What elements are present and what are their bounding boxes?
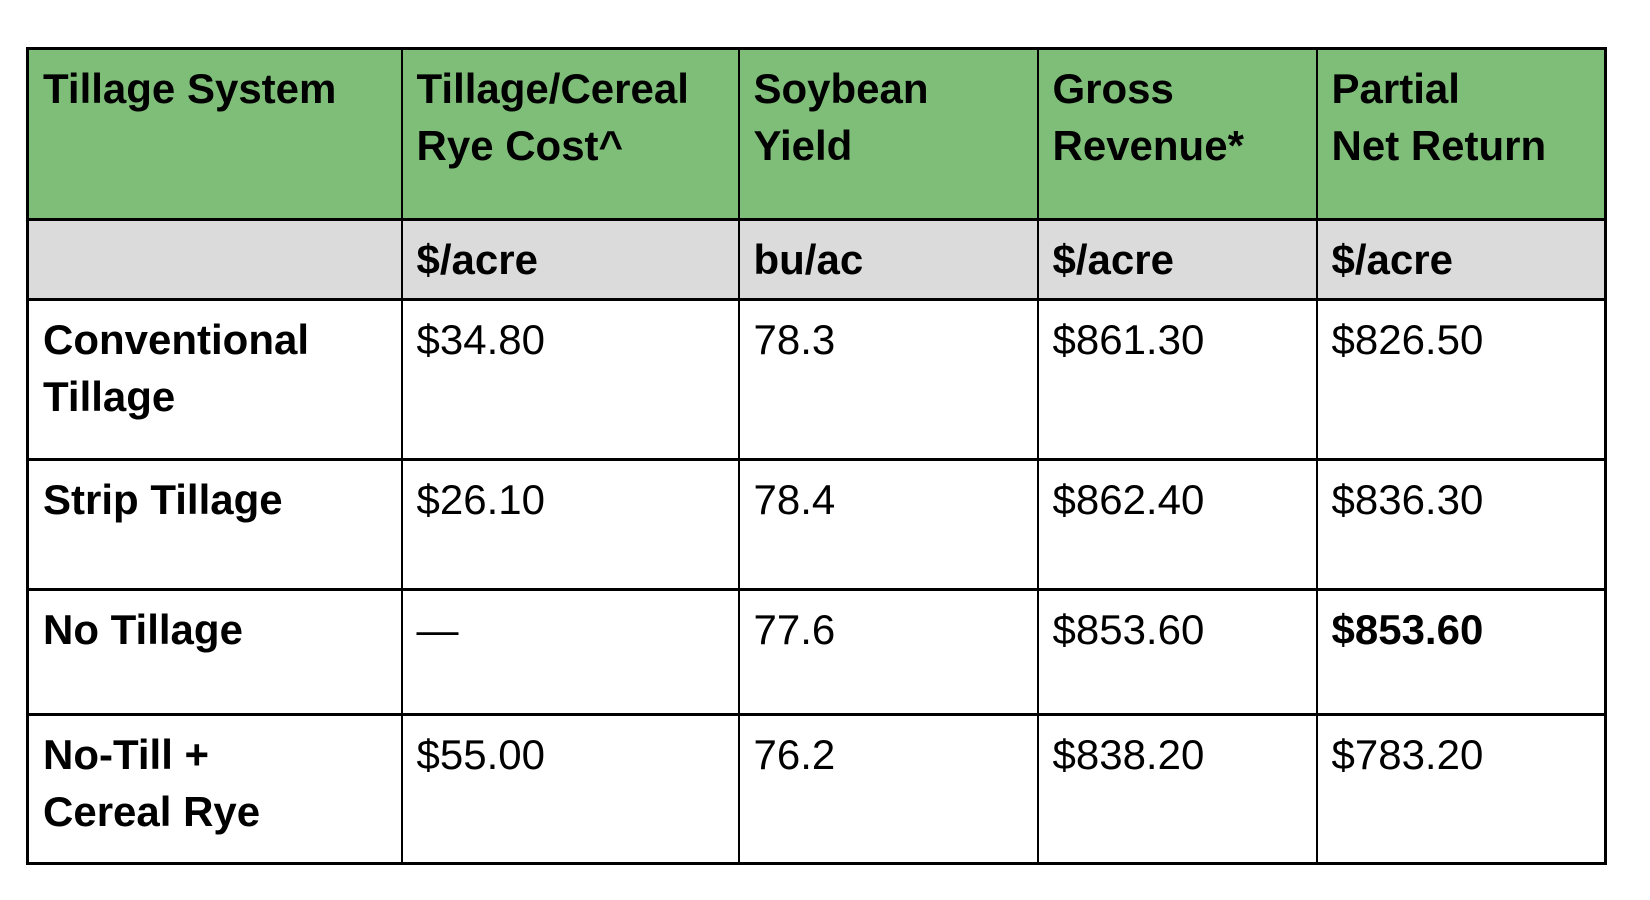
system-line: Cereal Rye	[43, 788, 261, 835]
cell-cost: $34.80	[400, 298, 740, 461]
data-table: Tillage System Tillage/Cereal Rye Cost^ …	[26, 47, 1607, 865]
table-row-no-tillage: No Tillage — 77.6 $853.60 $853.60	[26, 588, 1607, 716]
system-line: Strip Tillage	[43, 476, 283, 523]
system-line: No-Till +	[43, 731, 210, 778]
table-row-conventional-tillage: Conventional Tillage $34.80 78.3 $861.30…	[26, 298, 1607, 461]
cell-yield: 78.3	[737, 298, 1039, 461]
header-cell-tillage-system: Tillage System	[26, 47, 403, 221]
table-units-row: $/acre bu/ac $/acre $/acre	[26, 218, 1607, 301]
cell-gross: $838.20	[1036, 713, 1318, 865]
header-line: Yield	[753, 122, 853, 169]
header-line: Revenue*	[1052, 122, 1244, 169]
cell-gross: $862.40	[1036, 458, 1318, 591]
header-line: Net Return	[1331, 122, 1547, 169]
cell-net: $836.30	[1315, 458, 1607, 591]
cell-system: No-Till + Cereal Rye	[26, 713, 403, 865]
header-line: Tillage System	[43, 65, 337, 112]
header-line: Soybean	[753, 65, 929, 112]
header-cell-soybean-yield: Soybean Yield	[737, 47, 1039, 221]
cell-yield: 77.6	[737, 588, 1039, 716]
units-cell-blank	[26, 218, 403, 301]
system-line: Conventional	[43, 316, 310, 363]
table-header-row: Tillage System Tillage/Cereal Rye Cost^ …	[26, 47, 1607, 221]
header-line: Partial	[1331, 65, 1460, 112]
cell-system: Conventional Tillage	[26, 298, 403, 461]
units-cell-yield: bu/ac	[737, 218, 1039, 301]
system-line: No Tillage	[43, 606, 243, 653]
cell-system: Strip Tillage	[26, 458, 403, 591]
cell-cost: —	[400, 588, 740, 716]
cell-system: No Tillage	[26, 588, 403, 716]
cell-cost: $55.00	[400, 713, 740, 865]
cell-net-highlighted: $853.60	[1315, 588, 1607, 716]
header-cell-cost: Tillage/Cereal Rye Cost^	[400, 47, 740, 221]
cell-net: $826.50	[1315, 298, 1607, 461]
system-line: Tillage	[43, 373, 176, 420]
header-cell-gross-revenue: Gross Revenue*	[1036, 47, 1318, 221]
header-cell-partial-net-return: Partial Net Return	[1315, 47, 1607, 221]
cell-gross: $861.30	[1036, 298, 1318, 461]
tillage-comparison-table: Tillage System Tillage/Cereal Rye Cost^ …	[26, 47, 1607, 865]
cell-cost: $26.10	[400, 458, 740, 591]
cell-yield: 78.4	[737, 458, 1039, 591]
cell-yield: 76.2	[737, 713, 1039, 865]
header-line: Rye Cost^	[416, 122, 624, 169]
cell-net: $783.20	[1315, 713, 1607, 865]
units-cell-gross: $/acre	[1036, 218, 1318, 301]
table-row-no-till-cereal-rye: No-Till + Cereal Rye $55.00 76.2 $838.20…	[26, 713, 1607, 865]
units-cell-net: $/acre	[1315, 218, 1607, 301]
table-row-strip-tillage: Strip Tillage $26.10 78.4 $862.40 $836.3…	[26, 458, 1607, 591]
header-line: Tillage/Cereal	[416, 65, 689, 112]
units-cell-cost: $/acre	[400, 218, 740, 301]
cell-gross: $853.60	[1036, 588, 1318, 716]
header-line: Gross	[1052, 65, 1174, 112]
